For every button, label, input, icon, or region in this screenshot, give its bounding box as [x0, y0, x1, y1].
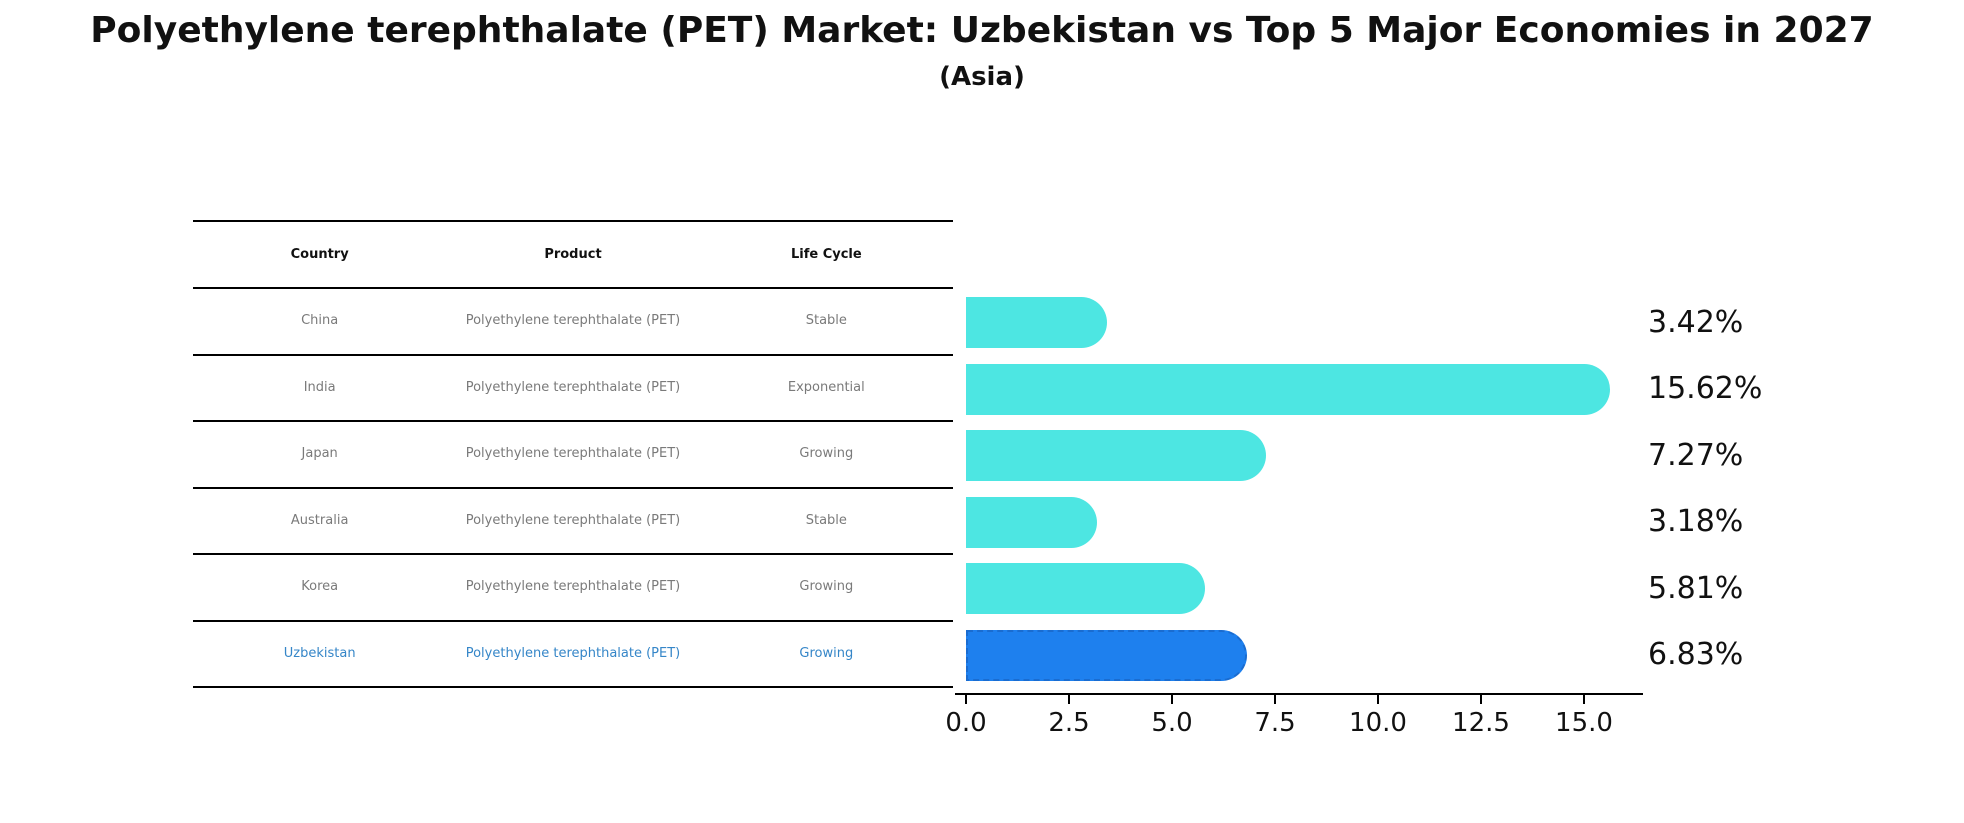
- country-cell: India: [303, 379, 336, 395]
- table-body: China Polyethylene terephthalate (PET) Sta…: [193, 289, 953, 688]
- country-info-table: Country Product Life Cycle China Polyethy…: [193, 220, 953, 688]
- x-axis-tick-label: 5.0: [1151, 708, 1193, 738]
- table-row-korea: Korea Polyethylene terephthalate (PET) Gro…: [193, 555, 953, 622]
- bar-korea: [966, 563, 1206, 614]
- table-header-row: Country Product Life Cycle: [193, 222, 953, 289]
- bar-value-label-india: 15.62%: [1648, 371, 1763, 406]
- table-row-australia: Australia Polyethylene terephthalate (PET…: [193, 489, 953, 555]
- table-header-life-cycle: Life Cycle: [790, 247, 862, 262]
- x-axis-tick-label: 12.5: [1452, 708, 1510, 738]
- country-cell: Uzbekistan: [283, 645, 356, 661]
- product-cell: Polyethylene terephthalate (PET): [465, 645, 681, 661]
- table-row-china: China Polyethylene terephthalate (PET) Sta…: [193, 289, 953, 356]
- table-row-japan: Japan Polyethylene terephthalate (PET) Gro…: [193, 422, 953, 489]
- life-cycle-cell: Exponential: [787, 379, 865, 395]
- x-axis-tick: [1171, 695, 1173, 704]
- table-row-india: India Polyethylene terephthalate (PET) Exp…: [193, 356, 953, 422]
- life-cycle-cell: Stable: [805, 313, 847, 328]
- x-axis-tick-label: 7.5: [1254, 708, 1296, 738]
- country-cell: Korea: [301, 579, 339, 594]
- life-cycle-cell: Growing: [799, 446, 854, 461]
- bar-uzbekistan: [966, 629, 1248, 681]
- country-cell: China: [301, 313, 339, 328]
- x-axis-line: [955, 693, 1643, 695]
- bar-value-label-japan: 7.27%: [1648, 437, 1744, 473]
- product-cell: Polyethylene terephthalate (PET): [465, 379, 681, 395]
- life-cycle-cell: Growing: [799, 645, 854, 661]
- x-axis-tick-label: 15.0: [1555, 708, 1613, 738]
- table-row-uzbekistan: Uzbekistan Polyethylene terephthalate (PE…: [193, 622, 953, 688]
- bar-australia: [966, 496, 1098, 548]
- x-axis-tick: [1068, 695, 1070, 704]
- country-cell: Australia: [290, 512, 349, 528]
- product-cell: Polyethylene terephthalate (PET): [465, 579, 681, 594]
- x-axis-tick: [1583, 695, 1585, 704]
- life-cycle-cell: Stable: [805, 512, 847, 528]
- x-axis-tick: [1480, 695, 1482, 704]
- bar-india: [966, 363, 1610, 415]
- product-cell: Polyethylene terephthalate (PET): [465, 512, 681, 528]
- bar-china: [966, 297, 1107, 348]
- x-axis-tick: [1274, 695, 1276, 704]
- chart-subtitle: (Asia): [939, 62, 1025, 92]
- bar-value-label-uzbekistan: 6.83%: [1648, 637, 1744, 672]
- table-header-country: Country: [290, 247, 349, 262]
- country-cell: Japan: [301, 446, 338, 461]
- table-header-product: Product: [544, 247, 602, 262]
- life-cycle-cell: Growing: [799, 579, 854, 594]
- x-axis-tick: [965, 695, 967, 704]
- product-cell: Polyethylene terephthalate (PET): [465, 446, 681, 461]
- x-axis-tick-label: 2.5: [1048, 708, 1090, 738]
- x-axis-tick-label: 0.0: [945, 708, 987, 738]
- product-cell: Polyethylene terephthalate (PET): [465, 313, 681, 328]
- chart-title: Polyethylene terephthalate (PET) Market:…: [90, 10, 1874, 51]
- bar-japan: [966, 430, 1266, 481]
- bar-value-label-china: 3.42%: [1648, 304, 1744, 340]
- x-axis-tick: [1377, 695, 1379, 704]
- bar-value-label-australia: 3.18%: [1648, 504, 1744, 539]
- bar-value-label-korea: 5.81%: [1648, 570, 1744, 606]
- x-axis-tick-label: 10.0: [1349, 708, 1407, 738]
